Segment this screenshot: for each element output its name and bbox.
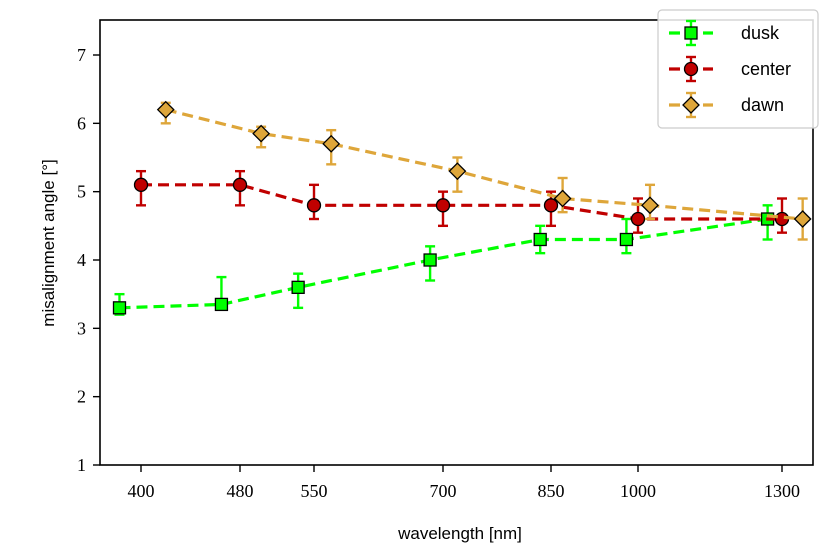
- data-point-dawn: [641, 196, 659, 215]
- x-axis: 400 480 550 700 850 1000 1300: [128, 465, 800, 501]
- legend-label-dusk: dusk: [741, 23, 780, 43]
- data-point-center: [630, 211, 646, 227]
- y-tick-label: 3: [77, 318, 86, 338]
- series-line-dusk: [119, 217, 768, 310]
- data-point-dawn: [252, 124, 271, 143]
- x-tick-label: 550: [301, 481, 328, 501]
- data-point-dawn: [553, 189, 572, 208]
- series-layer: [112, 100, 812, 316]
- x-tick-label: 850: [538, 481, 565, 501]
- x-tick-label: 1000: [620, 481, 656, 501]
- data-point-dusk: [112, 301, 127, 315]
- data-point-dawn: [448, 162, 467, 181]
- data-point-dawn: [793, 210, 812, 228]
- data-point-center: [133, 177, 149, 192]
- data-point-dusk: [214, 297, 229, 312]
- legend-entry-center: center: [669, 55, 791, 83]
- series-center: [133, 169, 790, 234]
- data-point-dusk: [291, 280, 305, 294]
- y-axis-label: misalignment angle [°]: [39, 159, 58, 326]
- legend-label-dawn: dawn: [741, 95, 784, 115]
- y-tick-label: 6: [77, 113, 86, 133]
- data-point-center: [435, 198, 451, 213]
- x-tick-label: 700: [430, 481, 457, 501]
- data-point-center: [543, 198, 559, 213]
- y-tick-label: 4: [77, 250, 86, 270]
- data-point-dusk: [619, 232, 634, 247]
- data-point-center: [306, 198, 322, 213]
- series-dawn: [156, 100, 812, 241]
- data-point-dawn: [322, 134, 341, 153]
- legend-entry-dusk: dusk: [669, 19, 780, 47]
- y-tick-label: 2: [77, 387, 86, 407]
- data-point-dawn: [156, 100, 175, 119]
- plot-frame: [99, 19, 814, 466]
- x-tick-label: 1300: [764, 481, 800, 501]
- y-axis: 1 2 3 4 5 6 7: [77, 45, 100, 475]
- legend: dusk center dawn: [657, 9, 819, 129]
- x-tick-label: 480: [227, 481, 254, 501]
- legend-label-center: center: [741, 59, 791, 79]
- y-tick-label: 7: [77, 45, 86, 65]
- legend-marker: [684, 26, 698, 40]
- series-dusk: [112, 204, 775, 316]
- x-tick-label: 400: [128, 481, 155, 501]
- legend-marker: [683, 61, 699, 77]
- legend-box: [657, 9, 819, 129]
- y-tick-label: 5: [77, 182, 86, 202]
- x-axis-label: wavelength [nm]: [397, 524, 522, 543]
- y-tick-label: 1: [77, 455, 86, 475]
- data-point-dusk: [423, 253, 437, 267]
- data-point-center: [232, 177, 248, 192]
- legend-entry-dawn: dawn: [669, 91, 784, 119]
- data-point-dusk: [533, 232, 547, 247]
- legend-marker: [682, 96, 700, 114]
